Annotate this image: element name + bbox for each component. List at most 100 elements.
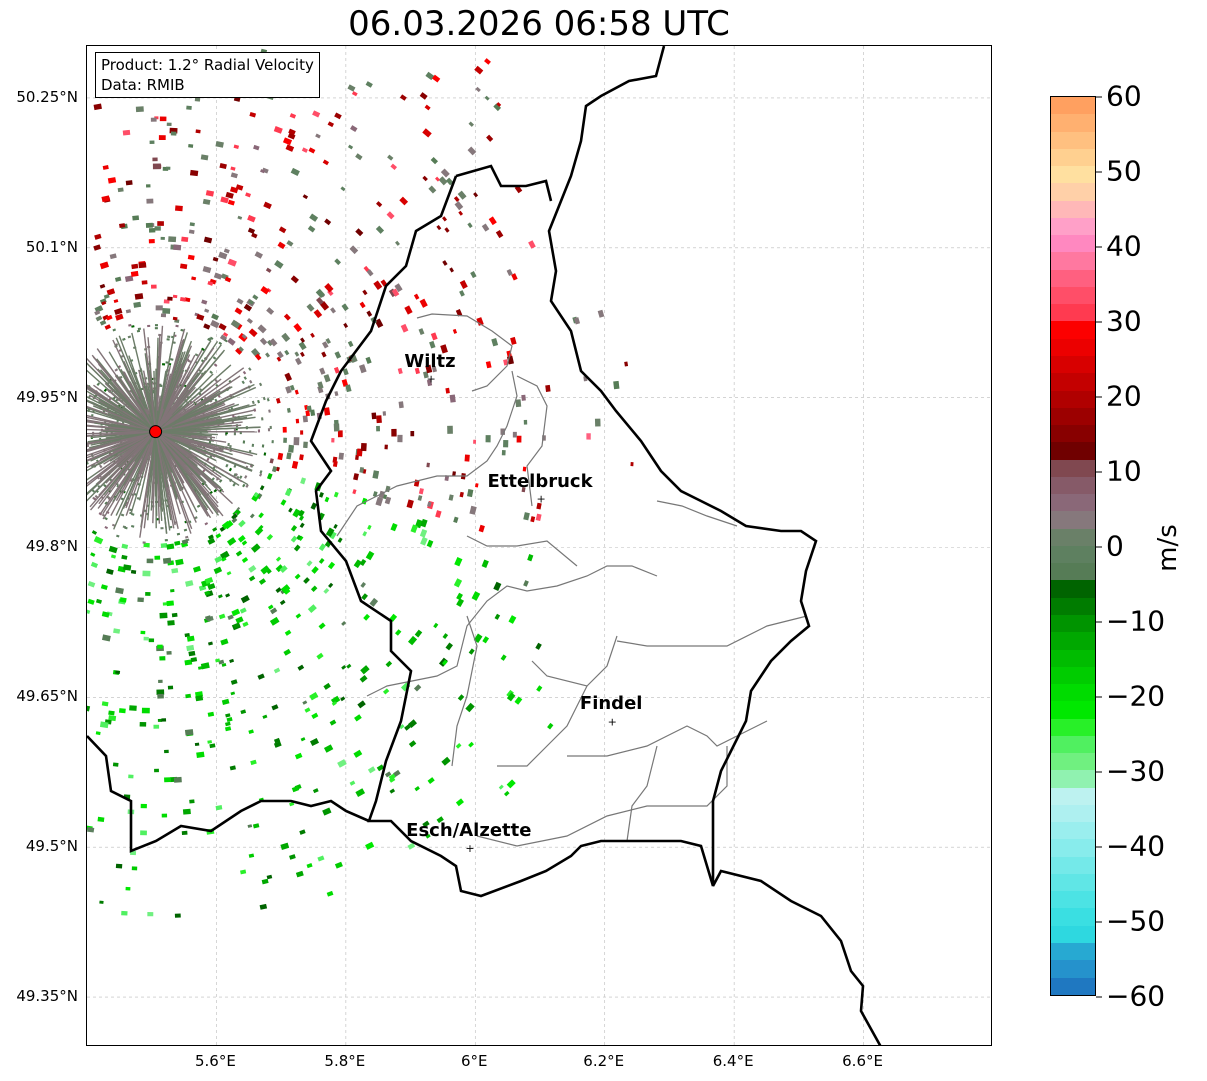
colorbar-segment bbox=[1051, 425, 1095, 443]
colorbar-segment bbox=[1051, 908, 1095, 926]
colorbar-tick-label: −60 bbox=[1095, 979, 1166, 1013]
chart-title: 06.03.2026 06:58 UTC bbox=[348, 4, 730, 44]
lat-tick-label: 49.95°N bbox=[16, 387, 78, 406]
city-label: Wiltz bbox=[404, 350, 456, 372]
country-border bbox=[309, 175, 715, 898]
colorbar-segment bbox=[1051, 442, 1095, 460]
colorbar-segment bbox=[1051, 494, 1095, 512]
canton-border bbox=[451, 615, 478, 767]
colorbar-tick-label: −40 bbox=[1095, 829, 1166, 863]
city-label: Esch/Alzette bbox=[406, 820, 532, 842]
canton-border bbox=[516, 375, 548, 507]
canton-border bbox=[366, 565, 658, 697]
colorbar-segment bbox=[1051, 943, 1095, 961]
colorbar-segment bbox=[1051, 114, 1095, 132]
colorbar-segment bbox=[1051, 476, 1095, 495]
colorbar-segment bbox=[1051, 856, 1095, 874]
colorbar-segment bbox=[1051, 355, 1095, 374]
colorbar-tick-label: −20 bbox=[1095, 679, 1166, 713]
colorbar-segment bbox=[1051, 753, 1095, 771]
canton-border bbox=[466, 535, 578, 567]
colorbar-segment bbox=[1051, 597, 1095, 615]
colorbar-segment bbox=[1051, 97, 1095, 115]
canton-border bbox=[336, 370, 518, 537]
canton-border bbox=[416, 313, 513, 392]
colorbar-segment bbox=[1051, 511, 1095, 529]
colorbar-segment bbox=[1051, 804, 1095, 823]
canton-border bbox=[567, 720, 768, 757]
colorbar-segment bbox=[1051, 269, 1095, 287]
colorbar-tick-label: 0 bbox=[1096, 529, 1124, 563]
lat-tick-label: 49.5°N bbox=[25, 837, 78, 856]
country-border bbox=[455, 164, 553, 202]
colorbar-segment bbox=[1051, 873, 1095, 892]
colorbar-tick-label: 60 bbox=[1096, 79, 1142, 113]
colorbar-segment bbox=[1051, 614, 1095, 633]
colorbar-segment bbox=[1051, 718, 1095, 736]
colorbar-segment bbox=[1051, 839, 1095, 857]
canton-border bbox=[531, 635, 618, 687]
radar-site-marker[interactable] bbox=[149, 425, 163, 439]
colorbar-segment bbox=[1051, 321, 1095, 339]
colorbar-segment bbox=[1051, 286, 1095, 305]
colorbar-segment bbox=[1051, 235, 1095, 253]
colorbar-segment bbox=[1051, 632, 1095, 650]
lat-tick-label: 50.25°N bbox=[16, 87, 78, 106]
lon-tick-label: 6°E bbox=[461, 1052, 488, 1070]
lon-tick-label: 6.2°E bbox=[583, 1052, 625, 1070]
city-marker-icon: + bbox=[608, 715, 617, 728]
data-source-label: Data: RMIB bbox=[101, 76, 185, 94]
product-legend: Product: 1.2° Radial Velocity Data: RMIB bbox=[95, 52, 320, 98]
map-canvas: + + + + bbox=[87, 46, 991, 1045]
colorbar-tick-label: −10 bbox=[1095, 604, 1166, 638]
colorbar-segment bbox=[1051, 580, 1095, 598]
colorbar-segment bbox=[1051, 131, 1095, 149]
radar-map[interactable]: + + + + Product: 1.2° Radial Velocity Data:… bbox=[86, 45, 992, 1046]
colorbar-segment bbox=[1051, 390, 1095, 408]
canton-border bbox=[626, 745, 658, 842]
colorbar-segment bbox=[1051, 684, 1095, 702]
lon-tick-label: 5.6°E bbox=[195, 1052, 236, 1070]
colorbar-tick-label: 50 bbox=[1096, 154, 1142, 188]
colorbar-segment bbox=[1051, 304, 1095, 322]
lon-tick-label: 6.6°E bbox=[842, 1052, 883, 1070]
lon-tick-label: 5.8°E bbox=[324, 1052, 366, 1070]
colorbar-segment bbox=[1051, 977, 1095, 995]
colorbar-tick-label: 40 bbox=[1096, 229, 1142, 263]
colorbar-segment bbox=[1051, 200, 1095, 218]
colorbar-segment bbox=[1051, 217, 1095, 236]
colorbar-tick-label: −50 bbox=[1095, 904, 1166, 938]
colorbar-segment bbox=[1051, 459, 1095, 477]
canton-border bbox=[497, 685, 588, 767]
colorbar-segment bbox=[1051, 735, 1095, 754]
colorbar-segment bbox=[1051, 787, 1095, 805]
colorbar-segment bbox=[1051, 528, 1095, 546]
city-marker-icon: + bbox=[426, 373, 435, 386]
colorbar-segment bbox=[1051, 666, 1095, 685]
colorbar-segment bbox=[1051, 338, 1095, 356]
colorbar-tick-label: 10 bbox=[1096, 454, 1142, 488]
canton-border bbox=[656, 500, 738, 527]
city-label: Findel bbox=[579, 693, 643, 715]
colorbar-segment bbox=[1051, 649, 1095, 667]
colorbar-segment bbox=[1051, 822, 1095, 840]
colorbar-label: m/s bbox=[1153, 524, 1183, 572]
colorbar-tick-label: 30 bbox=[1096, 304, 1142, 338]
colorbar-segment bbox=[1051, 373, 1095, 391]
colorbar-segment bbox=[1051, 252, 1095, 270]
colorbar-segment bbox=[1051, 925, 1095, 944]
canton-border bbox=[476, 746, 728, 847]
colorbar-segment bbox=[1051, 183, 1095, 201]
lat-tick-label: 49.65°N bbox=[16, 687, 78, 706]
colorbar-segment bbox=[1051, 701, 1095, 719]
country-border bbox=[547, 46, 882, 1045]
country-border bbox=[87, 735, 370, 853]
city-label: Ettelbruck bbox=[487, 470, 593, 492]
lon-tick-label: 6.4°E bbox=[712, 1052, 754, 1070]
colorbar-segment bbox=[1051, 563, 1095, 581]
colorbar-segment bbox=[1051, 960, 1095, 978]
lat-tick-label: 49.8°N bbox=[25, 537, 78, 556]
colorbar-tick-label: −30 bbox=[1095, 754, 1166, 788]
colorbar-segment bbox=[1051, 770, 1095, 788]
city-marker-icon: + bbox=[537, 493, 546, 506]
